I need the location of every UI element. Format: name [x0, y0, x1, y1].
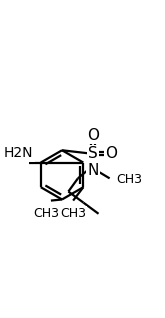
Text: O: O [106, 146, 117, 161]
Text: CH3: CH3 [116, 173, 142, 186]
Text: O: O [87, 128, 99, 143]
Text: CH3: CH3 [34, 207, 60, 220]
Text: CH3: CH3 [60, 207, 86, 220]
Text: H2N: H2N [4, 147, 34, 161]
Text: S: S [88, 146, 98, 161]
Text: N: N [87, 162, 99, 178]
